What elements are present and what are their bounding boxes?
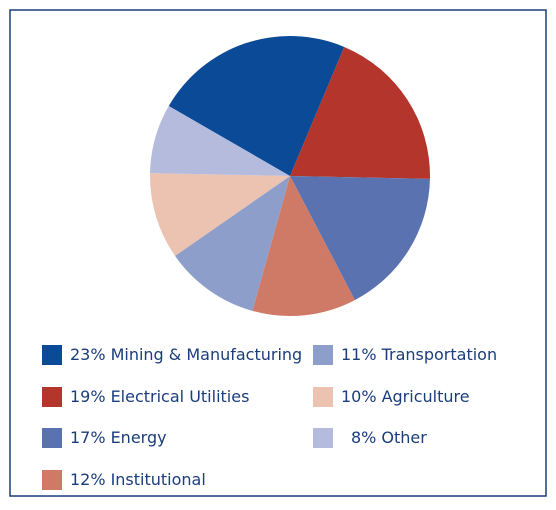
legend-category: Electrical Utilities [111,387,250,406]
pie-slice [290,46,430,179]
legend-label: 12% Institutional [70,470,206,489]
pie-slice [149,173,290,256]
pie-slice [252,176,355,316]
pie-slice [150,106,290,176]
legend-category: Energy [111,428,167,447]
frame [9,9,547,497]
legend-label: 19% Electrical Utilities [70,387,249,406]
legend-value: 11% [341,345,377,364]
legend-value: 23% [70,345,106,364]
legend-label: 23% Mining & Manufacturing [70,345,302,364]
legend-category: Agriculture [382,387,470,406]
legend-label: 10% Agriculture [341,387,470,406]
legend-label: 11% Transportation [341,345,497,364]
legend-value: 17% [70,428,106,447]
legend-swatch [313,345,333,365]
legend-swatch [42,345,62,365]
legend-category: Mining & Manufacturing [111,345,303,364]
legend-swatch [42,470,62,490]
pie-slice [290,176,430,301]
legend-value: 8% [351,428,376,447]
pie-slice [168,35,345,176]
legend-category: Other [381,428,427,447]
legend-category: Institutional [111,470,206,489]
legend-label: 8% Other [351,428,427,447]
pie-slice [175,176,290,311]
legend-category: Transportation [381,345,498,364]
legend-swatch [313,428,333,448]
legend-label: 17% Energy [70,428,167,447]
legend-value: 12% [70,470,106,489]
legend-swatch [42,428,62,448]
legend-swatch [42,387,62,407]
legend-value: 19% [70,387,106,406]
legend-value: 10% [341,387,377,406]
legend-swatch [313,387,333,407]
